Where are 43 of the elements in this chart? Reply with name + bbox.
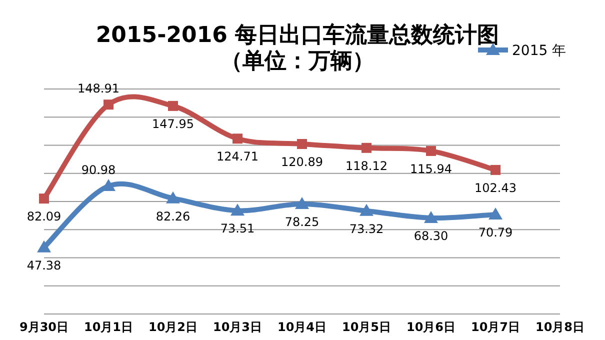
point — [232, 134, 242, 144]
point — [490, 164, 500, 175]
data-label: 148.91 — [78, 82, 120, 96]
data-label: 120.89 — [281, 155, 323, 169]
point — [295, 196, 309, 209]
data-label: 115.94 — [410, 162, 452, 176]
chart-title: 2015-2016 每日出口车流量总数统计图 — [96, 22, 500, 48]
data-label: 68.30 — [414, 228, 448, 243]
point — [362, 142, 372, 153]
x-tick-label: 10月6日 — [406, 320, 456, 334]
x-tick-label: 10月8日 — [535, 320, 585, 334]
point — [39, 194, 49, 204]
point — [297, 139, 307, 149]
point — [168, 100, 178, 111]
x-tick-label: 9月30日 — [19, 320, 69, 334]
legend-label: 2015 年 — [512, 43, 566, 59]
point — [104, 100, 114, 110]
data-label: 82.09 — [26, 210, 62, 224]
data-label: 118.12 — [346, 158, 388, 173]
point — [37, 240, 51, 252]
chart-subtitle: （单位：万辆） — [220, 49, 374, 74]
point — [426, 146, 436, 156]
point — [230, 204, 244, 216]
data-label: 124.71 — [216, 150, 258, 164]
data-label: 78.25 — [284, 214, 320, 229]
data-label: 47.38 — [26, 258, 62, 272]
data-label: 90.98 — [81, 163, 116, 178]
data-label: 147.95 — [152, 116, 194, 131]
data-label: 70.79 — [478, 225, 513, 240]
point — [424, 210, 438, 223]
x-tick-label: 10月3日 — [212, 320, 262, 334]
point — [166, 191, 180, 204]
point — [488, 207, 502, 220]
data-label: 73.32 — [349, 222, 384, 236]
x-tick-label: 10月2日 — [148, 320, 198, 334]
x-tick-label: 10月7日 — [470, 320, 520, 334]
data-label: 73.51 — [220, 222, 255, 236]
point — [360, 204, 374, 216]
data-label: 102.43 — [474, 180, 516, 195]
x-tick-label: 10月4日 — [277, 320, 327, 334]
x-tick-label: 10月5日 — [342, 320, 392, 334]
data-label: 82.26 — [156, 209, 190, 224]
x-tick-label: 10月1日 — [84, 320, 134, 334]
